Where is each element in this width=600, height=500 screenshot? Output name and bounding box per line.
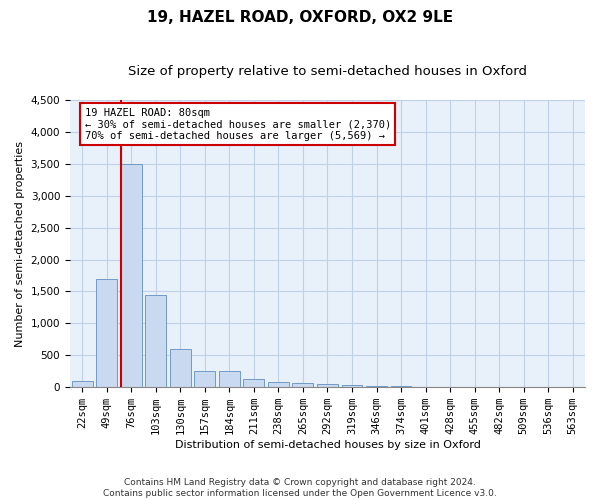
Bar: [341, 386, 362, 387]
Bar: [170, 349, 191, 387]
Bar: [121, 164, 142, 387]
Bar: [194, 370, 215, 387]
Bar: [415, 386, 436, 387]
Text: 19, HAZEL ROAD, OXFORD, OX2 9LE: 19, HAZEL ROAD, OXFORD, OX2 9LE: [147, 10, 453, 25]
Bar: [145, 294, 166, 387]
Bar: [268, 382, 289, 387]
Bar: [96, 278, 117, 387]
Text: Contains HM Land Registry data © Crown copyright and database right 2024.
Contai: Contains HM Land Registry data © Crown c…: [103, 478, 497, 498]
X-axis label: Distribution of semi-detached houses by size in Oxford: Distribution of semi-detached houses by …: [175, 440, 481, 450]
Text: 19 HAZEL ROAD: 80sqm
← 30% of semi-detached houses are smaller (2,370)
70% of se: 19 HAZEL ROAD: 80sqm ← 30% of semi-detac…: [85, 108, 391, 141]
Bar: [391, 386, 412, 387]
Bar: [219, 370, 240, 387]
Bar: [72, 381, 92, 387]
Title: Size of property relative to semi-detached houses in Oxford: Size of property relative to semi-detach…: [128, 65, 527, 78]
Bar: [366, 386, 387, 387]
Bar: [317, 384, 338, 387]
Bar: [244, 379, 264, 387]
Y-axis label: Number of semi-detached properties: Number of semi-detached properties: [15, 140, 25, 346]
Bar: [440, 386, 461, 387]
Bar: [292, 383, 313, 387]
